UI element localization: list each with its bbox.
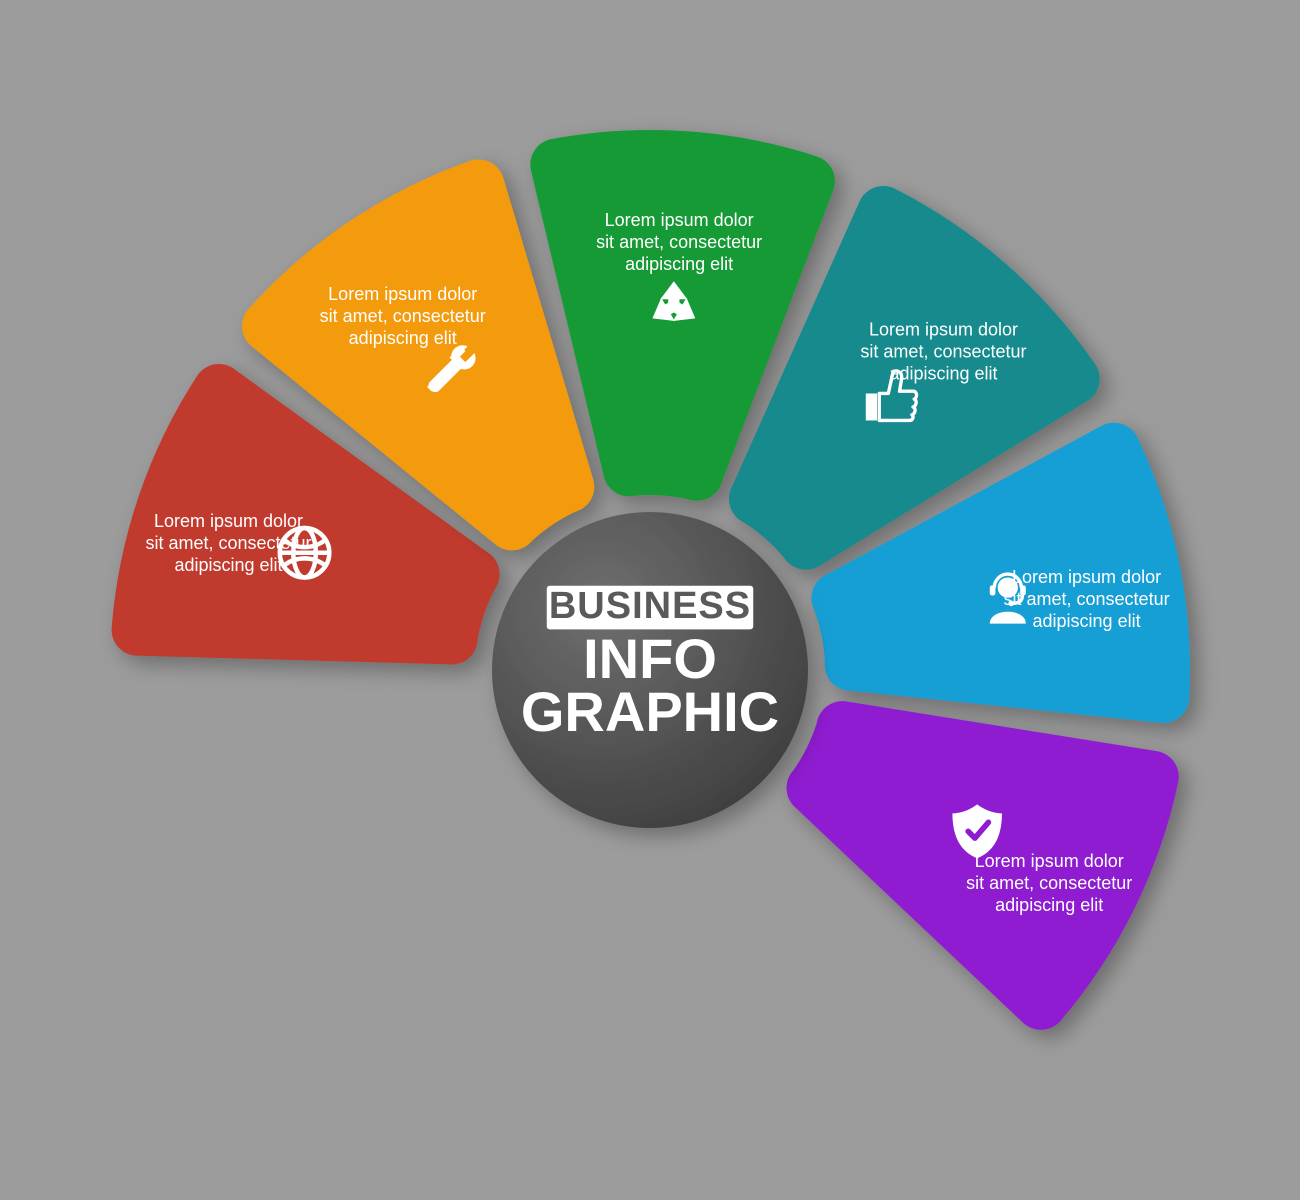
segment-text-line: sit amet, consectetur: [860, 341, 1026, 361]
segment-text-line: Lorem ipsum dolor: [869, 319, 1018, 339]
center-title-line1: BUSINESS: [549, 585, 751, 627]
shield-segment: Lorem ipsum dolorsit amet, consecteturad…: [786, 701, 1178, 1030]
segment-text-line: adipiscing elit: [995, 895, 1103, 915]
infographic-stage: Lorem ipsum dolorsit amet, consecteturad…: [0, 0, 1300, 1200]
segment-text-line: Lorem ipsum dolor: [975, 851, 1124, 871]
segment-text-line: adipiscing elit: [889, 363, 997, 383]
segment-text-line: adipiscing elit: [349, 328, 457, 348]
segment-text-line: sit amet, consectetur: [596, 232, 762, 252]
segment-text-line: Lorem ipsum dolor: [154, 511, 303, 531]
segment-text-line: adipiscing elit: [625, 254, 733, 274]
segment-text-line: Lorem ipsum dolor: [605, 210, 754, 230]
segment-text-line: sit amet, consectetur: [145, 533, 311, 553]
center-hub: BUSINESSINFOGRAPHIC: [492, 512, 808, 828]
segment-text-line: sit amet, consectetur: [1004, 589, 1170, 609]
segment-text-line: sit amet, consectetur: [320, 306, 486, 326]
segment-text-line: Lorem ipsum dolor: [1012, 567, 1161, 587]
segment-text-line: Lorem ipsum dolor: [328, 284, 477, 304]
segment-text-line: sit amet, consectetur: [966, 873, 1132, 893]
center-title-line3: GRAPHIC: [521, 680, 779, 743]
segment-text-line: adipiscing elit: [1033, 611, 1141, 631]
segment-text-line: adipiscing elit: [174, 555, 282, 575]
infographic-svg: Lorem ipsum dolorsit amet, consecteturad…: [0, 0, 1300, 1200]
